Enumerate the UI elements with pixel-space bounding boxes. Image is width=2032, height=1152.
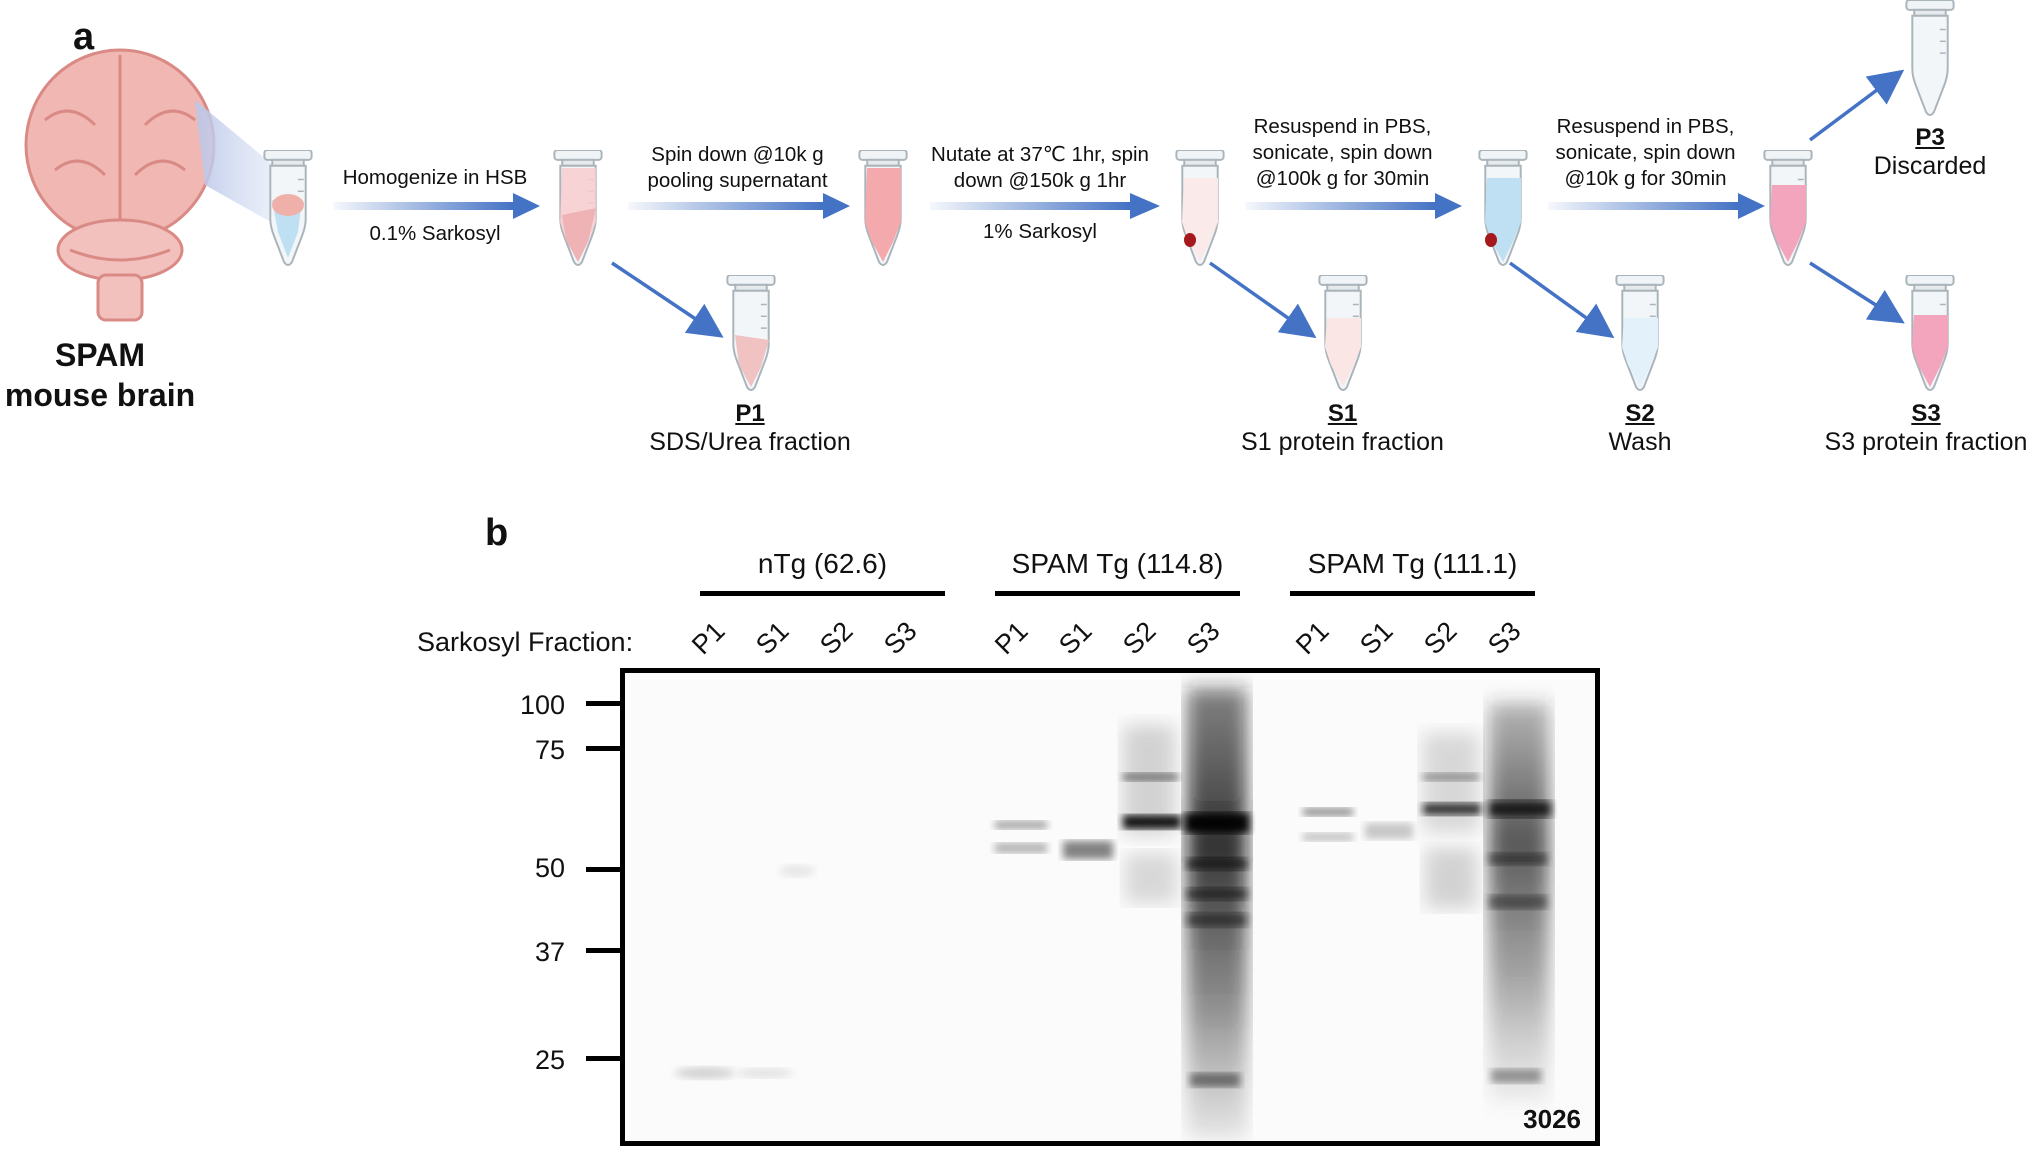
step4-line1: Resuspend in PBS, — [1253, 115, 1432, 138]
step5-line1: Resuspend in PBS, — [1556, 115, 1735, 138]
fraction-s2-code: S2 — [1625, 400, 1655, 427]
tube-step2 — [858, 150, 908, 267]
tube-s3 — [1905, 275, 1955, 392]
step3-below: 1% Sarkosyl — [983, 220, 1097, 243]
step3-line1: Nutate at 37℃ 1hr, spin — [931, 143, 1149, 166]
fraction-s1: S1 S1 protein fraction — [1200, 400, 1485, 457]
fraction-s2: S2 Wash — [1540, 400, 1740, 457]
step4-above: Resuspend in PBS, sonicate, spin down @1… — [1225, 114, 1460, 192]
flow-arrows — [333, 193, 1765, 219]
fraction-s1-code: S1 — [1327, 400, 1358, 427]
brain-label: SPAM mouse brain — [0, 335, 200, 415]
fraction-s3-desc: S3 protein fraction — [1824, 428, 2028, 456]
panel-b-letter: b — [485, 512, 509, 554]
sarkosyl-fraction-label: Sarkosyl Fraction: — [417, 627, 634, 657]
blot-id: 3026 — [1523, 1104, 1581, 1134]
fraction-s3-code: S3 — [1911, 400, 1941, 427]
brain-illustration — [24, 48, 285, 322]
tube-p3 — [1905, 0, 1955, 117]
mw-marker-label: 37 — [534, 937, 565, 967]
mw-tick — [586, 701, 624, 706]
tube-s1 — [1318, 275, 1368, 392]
step2-line2: pooling supernatant — [647, 169, 828, 192]
tube-step4 — [1478, 150, 1528, 267]
fraction-p3-code: P3 — [1915, 124, 1945, 151]
group-bar-spam-tg-1 — [995, 591, 1240, 596]
tube-step1 — [553, 150, 603, 267]
fraction-p3: P3 Discarded — [1830, 124, 2030, 181]
tube-step5 — [1763, 150, 1813, 267]
step5-above: Resuspend in PBS, sonicate, spin down @1… — [1528, 114, 1763, 192]
blot-bands — [675, 688, 1551, 1138]
step5-line2: sonicate, spin down — [1555, 141, 1736, 164]
step4-line3: @100k g for 30min — [1255, 167, 1430, 190]
step2-line1: Spin down @10k g — [651, 143, 824, 166]
mw-tick — [586, 867, 624, 872]
step4-line2: sonicate, spin down — [1252, 141, 1433, 164]
fraction-p1-desc: SDS/Urea fraction — [649, 428, 851, 456]
fraction-p1-code: P1 — [735, 400, 765, 427]
mw-tick — [586, 1056, 624, 1061]
group-label-spam-tg-1: SPAM Tg (114.8) — [1011, 548, 1224, 579]
tube-homogenate — [263, 150, 313, 267]
western-blot: 3026 — [620, 668, 1600, 1146]
brain-label-line1: SPAM — [54, 337, 146, 373]
mw-marker-label: 100 — [519, 690, 565, 720]
fraction-p3-desc: Discarded — [1873, 152, 1987, 180]
group-bar-spam-tg-2 — [1290, 591, 1535, 596]
mw-marker-label: 25 — [534, 1045, 565, 1075]
fraction-s2-desc: Wash — [1608, 428, 1672, 456]
group-bar-ntg — [700, 591, 945, 596]
brain-label-line2: mouse brain — [4, 377, 196, 413]
mw-marker-label: 50 — [534, 853, 565, 883]
group-label-spam-tg-2: SPAM Tg (111.1) — [1307, 548, 1518, 579]
step3-line2: down @150k g 1hr — [953, 169, 1127, 192]
tube-p1 — [726, 275, 776, 392]
fraction-p1: P1 SDS/Urea fraction — [610, 400, 890, 457]
mw-tick — [586, 948, 624, 953]
step2-above: Spin down @10k g pooling supernatant — [625, 142, 850, 194]
mw-marker-label: 75 — [534, 735, 565, 765]
fraction-s3: S3 S3 protein fraction — [1800, 400, 2032, 457]
diagonal-arrows — [611, 69, 1905, 339]
tube-s2 — [1615, 275, 1665, 392]
step1-below: 0.1% Sarkosyl — [369, 222, 501, 245]
mw-tick — [586, 746, 624, 751]
step1-above: Homogenize in HSB — [342, 166, 528, 189]
step5-line3: @10k g for 30min — [1564, 167, 1727, 190]
group-label-ntg: nTg (62.6) — [757, 548, 888, 579]
tube-step3 — [1175, 150, 1225, 267]
panel-a-letter: a — [73, 16, 95, 58]
step3-above: Nutate at 37℃ 1hr, spin down @150k g 1hr — [920, 142, 1160, 194]
fraction-s1-desc: S1 protein fraction — [1241, 428, 1444, 456]
